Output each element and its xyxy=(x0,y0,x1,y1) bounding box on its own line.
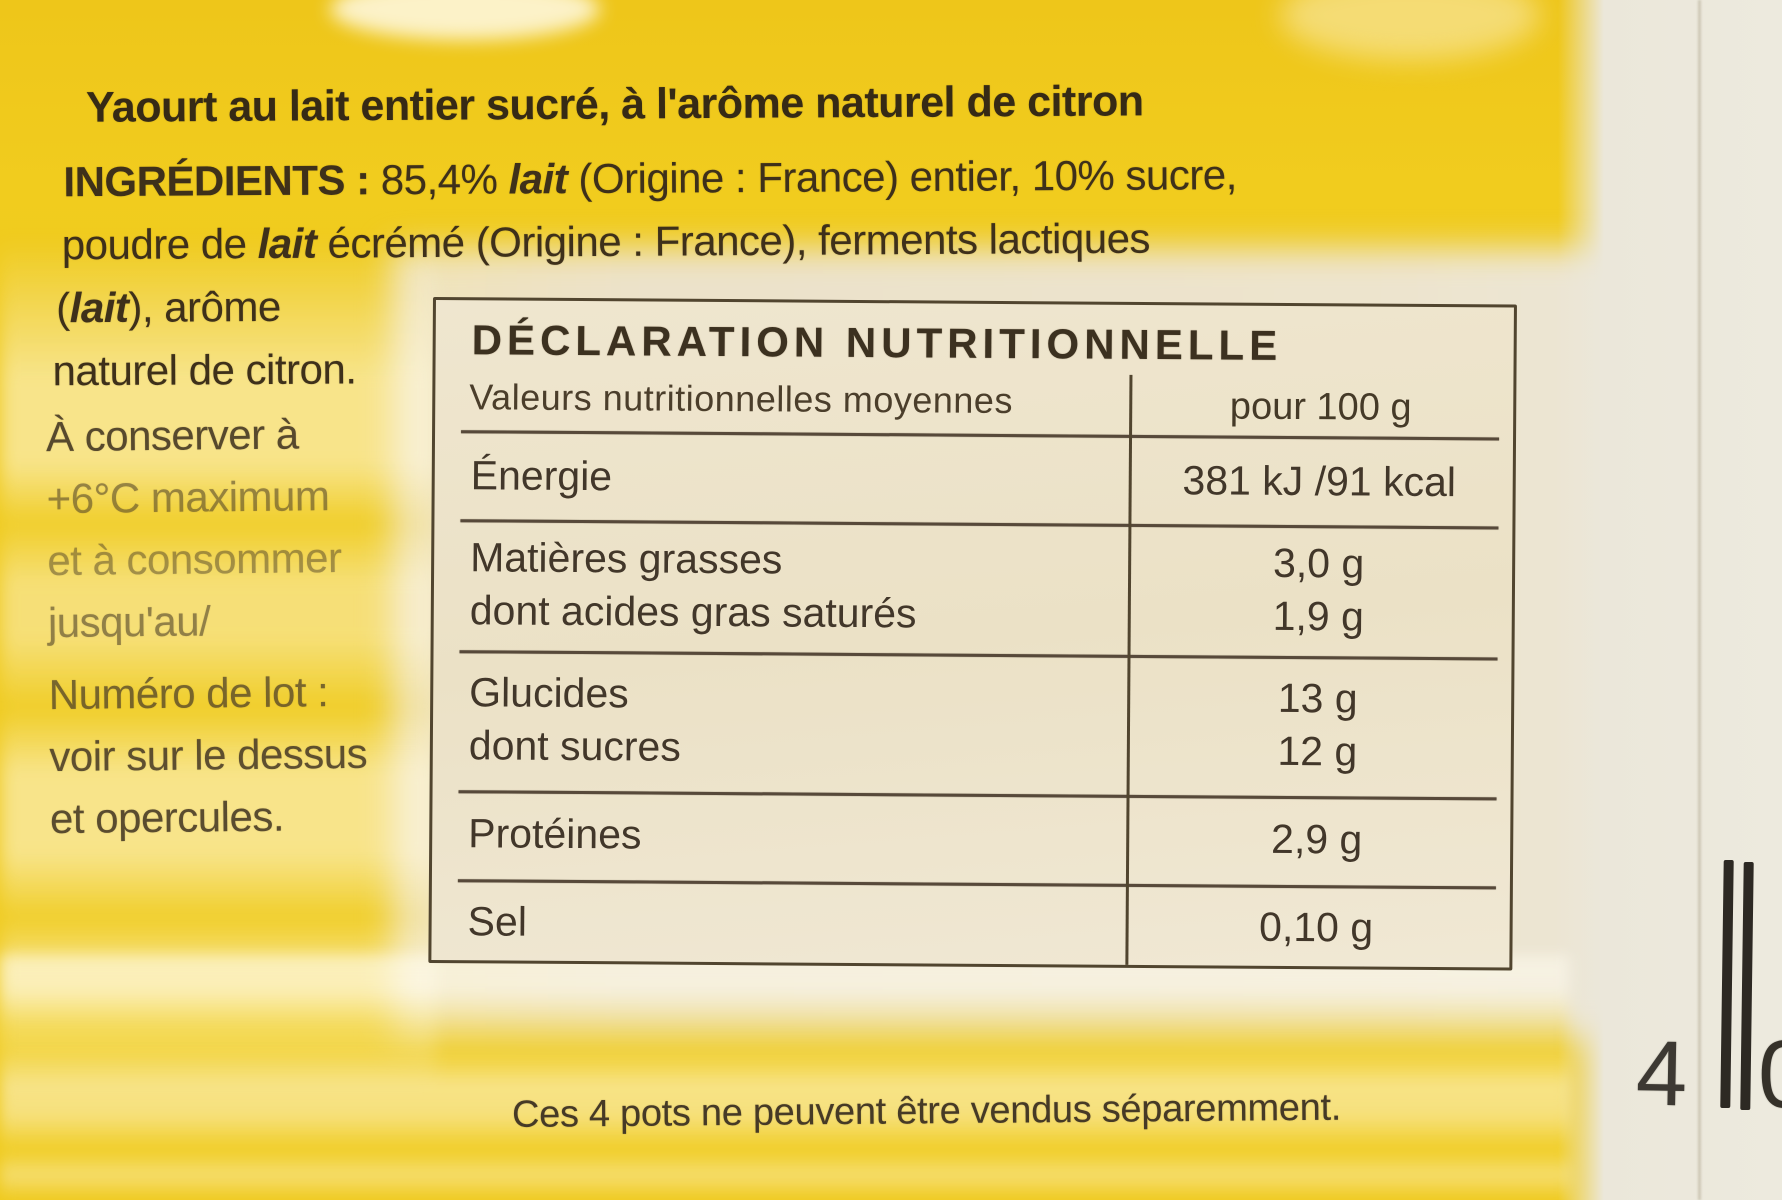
storage-line: +6°C maximum xyxy=(46,472,330,523)
nutrition-row-value: 1,9 g xyxy=(1272,592,1365,640)
ingredients-text: ), arôme xyxy=(128,282,281,331)
storage-line: À conserver à xyxy=(45,410,299,461)
nutrition-row-value: 0,10 g xyxy=(1258,903,1374,951)
milk-emphasis: lait xyxy=(69,283,129,332)
ingredients-text: (Origine : France) entier, 10% sucre, xyxy=(578,151,1237,203)
nutrition-row-value: 381 kJ /91 kcal xyxy=(1182,457,1457,506)
ingredients-text: ( xyxy=(56,284,70,332)
nutrition-row-protein: Protéines 2,9 g xyxy=(432,793,1511,887)
nutrition-row-value: 3,0 g xyxy=(1272,539,1365,587)
nutrition-row-value: 12 g xyxy=(1277,727,1358,775)
ingredients-line-2: poudre de lait écrémé (Origine : France)… xyxy=(62,205,1444,276)
nutrition-row-value: 13 g xyxy=(1277,674,1358,722)
nutrition-header-row: Valeurs nutritionnelles moyennes pour 10… xyxy=(435,370,1513,438)
milk-emphasis: lait xyxy=(257,219,317,268)
storage-line: et à consommer xyxy=(47,534,342,585)
highlight-blob-top-right xyxy=(1280,0,1540,60)
storage-note: À conserver à +6°C maximum et à consomme… xyxy=(46,402,451,850)
storage-line: jusqu'au/ xyxy=(47,597,211,647)
storage-line: voir sur le dessus xyxy=(49,729,368,781)
package-fold-bar xyxy=(1720,859,1734,1109)
milk-percentage: 85,4% xyxy=(380,155,498,204)
nutrition-row-salt: Sel 0,10 g xyxy=(431,882,1510,968)
pack-count: 4 xyxy=(1635,1022,1689,1126)
nutrition-table: DÉCLARATION NUTRITIONNELLE Valeurs nutri… xyxy=(428,297,1517,971)
partial-digit: 0 xyxy=(1758,1020,1782,1130)
nutrition-row-carbs: Glucides dont sucres 13 g 12 g xyxy=(433,653,1512,798)
ingredients-text: écrémé (Origine : France), ferments lact… xyxy=(327,214,1151,267)
package-fold-bar xyxy=(1740,861,1754,1111)
ingredients-heading: INGRÉDIENTS : xyxy=(63,156,370,206)
fold-crease-line xyxy=(1698,0,1701,1200)
nutrition-col-header-value: pour 100 g xyxy=(1229,385,1412,429)
highlight-blob-top-left xyxy=(330,0,600,40)
nutrition-row-energy: Énergie 381 kJ /91 kcal xyxy=(434,433,1513,527)
ingredients-line-1: INGRÉDIENTS : 85,4% lait (Origine : Fran… xyxy=(63,142,1443,213)
ingredients-text: naturel de citron. xyxy=(52,345,357,395)
nutrition-row-value: 2,9 g xyxy=(1270,815,1363,863)
nutrition-title: DÉCLARATION NUTRITIONNELLE xyxy=(471,316,1283,369)
storage-line: Numéro de lot : xyxy=(48,668,329,719)
product-title: Yaourt au lait entier sucré, à l'arôme n… xyxy=(85,77,1144,132)
nutrition-row-fat: Matières grasses dont acides gras saturé… xyxy=(434,522,1513,658)
milk-emphasis: lait xyxy=(508,155,568,203)
storage-line: et opercules. xyxy=(49,792,285,843)
ingredients-text: poudre de xyxy=(61,220,247,269)
paint-streaks-bottom xyxy=(0,955,1572,1200)
pack-footer-note: Ces 4 pots ne peuvent être vendus sépare… xyxy=(511,1086,1342,1136)
